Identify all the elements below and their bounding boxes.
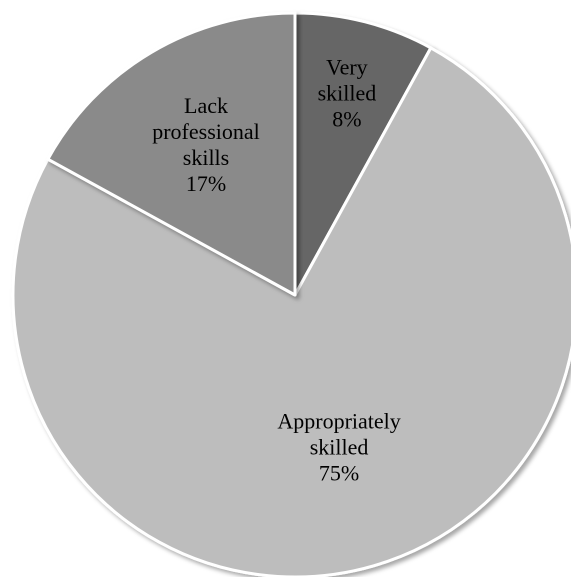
- slice-value-label: 75%: [319, 460, 359, 485]
- slice-category-label: Appropriately: [277, 408, 400, 433]
- slice-category-label: professional: [152, 119, 260, 144]
- slice-category-label: Lack: [184, 93, 228, 118]
- slice-category-label: skilled: [318, 81, 377, 106]
- pie-slice-1: [11, 46, 571, 579]
- slice-label-1: Appropriately skilled 75%: [277, 408, 400, 485]
- slices-layer: [11, 11, 571, 579]
- slice-label-0: Very skilled 8%: [318, 55, 377, 132]
- slice-label-2: Lack professional skills 17%: [152, 93, 260, 196]
- pie-slice-0: [293, 11, 433, 297]
- slice-value-label: 17%: [186, 171, 226, 196]
- slice-category-label: Very: [326, 55, 368, 80]
- slice-value-label: 8%: [332, 107, 361, 132]
- labels-layer: Very skilled 8%Appropriately skilled 75%Lack…: [152, 55, 401, 486]
- slice-category-label: skilled: [310, 434, 369, 459]
- slice-category-label: skills: [183, 145, 229, 170]
- pie-slice-2: [46, 11, 297, 297]
